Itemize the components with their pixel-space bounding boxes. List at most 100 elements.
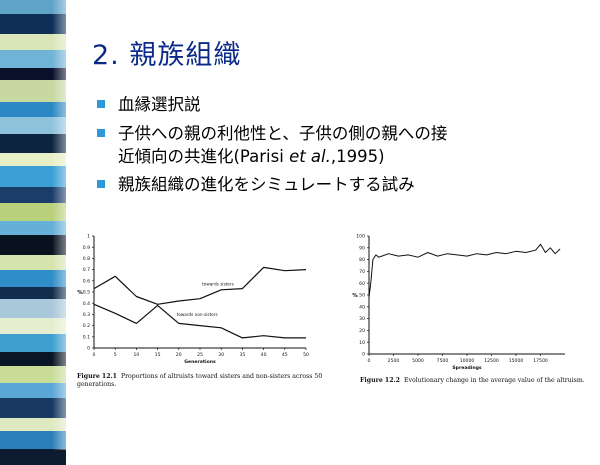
strip-block [0,270,66,287]
annotation-towards-non-sisters: towards non-sisters [177,312,218,317]
annotation-towards-sisters: towards sisters [202,281,234,286]
y-tick-label: 0.1 [83,334,90,340]
series-line-1 [93,266,307,305]
x-tick-label: 10 [133,352,139,358]
strip-block [0,352,66,366]
x-tick-label: 15000 [509,358,524,364]
bullet-text-line2: 近傾向の共進化(Parisi et al.,1995) [118,145,447,168]
y-tick-label: 80 [359,257,365,263]
bullet-square-icon [97,100,105,108]
y-tick-label: 0.9 [83,245,90,251]
y-tick-label: 20 [359,328,365,334]
y-tick-label: 0.7 [83,267,90,273]
decorative-strip [0,0,66,465]
bullet-text-line2-a: 近傾向の共進化(Parisi [118,147,290,166]
bullet-square-icon [97,129,105,137]
strip-block [0,50,66,68]
x-tick-label: 0 [368,358,371,364]
x-tick-label: 12500 [484,358,499,364]
y-tick-label: 0 [362,352,365,358]
y-tick-label: 10 [359,340,365,346]
bullet-square-icon [97,180,105,188]
y-tick-label: 0.8 [83,256,90,262]
y-tick-label: 0.6 [83,278,90,284]
y-tick-label: 40 [359,304,365,310]
strip-block [0,80,66,102]
strip-block [0,117,66,134]
strip-block [0,203,66,221]
y-tick-label: 0.2 [83,323,90,329]
strip-fade [52,0,82,450]
y-tick-label: 0.4 [83,301,90,307]
bullet-text: 子供への親の利他性と、子供の側の親への接 近傾向の共進化(Parisi et a… [118,122,447,168]
x-tick-label: 17500 [533,358,548,364]
series-line-1 [368,243,561,298]
x-tick-label: 20 [176,352,182,358]
strip-block [0,134,66,153]
x-tick-label: 50 [303,352,309,358]
x-tick-label: 10000 [460,358,475,364]
figure-2-caption-label: Figure 12.2 [360,377,400,384]
strip-block [0,0,66,14]
x-tick-label: 25 [197,352,203,358]
x-axis-label: Spreadings [452,365,481,371]
strip-block [0,153,66,166]
strip-block [0,287,66,299]
y-tick-label: 0.5 [83,290,90,296]
strip-block [0,299,66,318]
figure-2-chart: 0 10 20 30 40 50 60 70 80 90 100 0 2500 5000 7500 10000… [352,234,565,371]
x-tick-label: 0 [93,352,96,358]
figure-1-chart: 00.10.20.30.40.50.60.70.80.910 5 10 15 20 25 3… [77,234,309,365]
strip-block [0,235,66,255]
y-tick-label: 0.3 [83,312,90,318]
strip-block [0,166,66,187]
bullet-text: 血縁選択説 [118,95,201,114]
figure-1-caption: Figure 12.1 Proportions of altruists tow… [77,373,337,389]
strip-block [0,221,66,235]
y-tick-label: 100 [356,234,365,240]
strip-block [0,366,66,383]
x-tick-label: 5 [114,352,117,358]
x-tick-label: 35 [239,352,245,358]
series-line-2 [93,303,306,339]
y-tick-label: 0 [87,346,90,352]
x-tick-label: 2500 [388,358,400,364]
strip-block [0,255,66,270]
y-tick-label: 60 [359,281,365,287]
figure-2-caption: Figure 12.2 Evolutionary change in the a… [360,377,590,385]
bullet-text-line2-b: ,1995) [330,147,385,166]
x-tick-label: 40 [261,352,267,358]
strip-block [0,102,66,117]
y-axis-label: % [352,293,358,299]
x-axis-label: Generations [184,359,216,365]
slide-title: 2. 親族組織 [92,40,242,71]
y-tick-label: 70 [359,269,365,275]
strip-block [0,431,66,449]
y-axis-label: % [77,290,83,296]
strip-block [0,187,66,203]
x-tick-label: 15 [155,352,161,358]
bullet-text-line2-italic: et al. [289,147,331,166]
strip-block [0,418,66,431]
strip-block [0,398,66,418]
x-tick-label: 5000 [412,358,424,364]
figure-2-caption-text: Evolutionary change in the average value… [403,377,585,384]
x-tick-label: 7500 [437,358,449,364]
x-tick-label: 30 [218,352,224,358]
y-tick-label: 30 [359,316,365,322]
y-tick-label: 50 [359,293,365,299]
bullet-text: 親族組織の進化をシミュレートする試み [118,175,415,194]
y-tick-label: 90 [359,245,365,251]
strip-block [0,318,66,334]
figure-1-caption-label: Figure 12.1 [77,373,117,380]
strip-block [0,68,66,80]
strip-block [0,34,66,50]
strip-block [0,334,66,352]
bullet-text-line1: 子供への親の利他性と、子供の側の親への接 [118,124,448,143]
strip-block [0,449,66,465]
strip-block [0,383,66,398]
figure-1-caption-text: Proportions of altruists toward sisters … [77,373,323,388]
x-tick-label: 45 [282,352,288,358]
strip-block [0,14,66,34]
